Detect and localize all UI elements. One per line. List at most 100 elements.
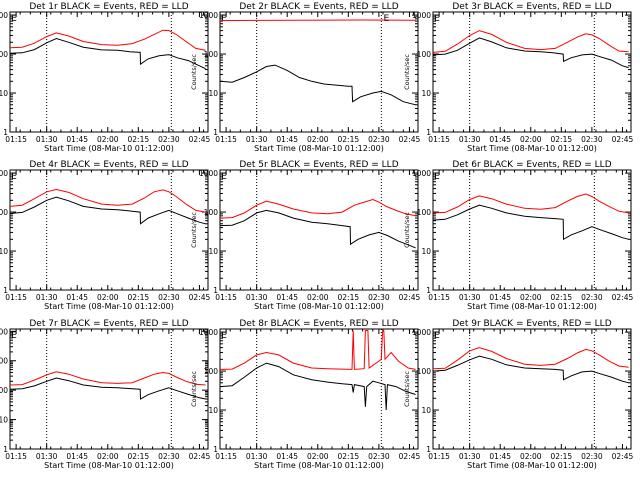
lld-series-line [219,198,416,219]
y-tick-label: 1 [426,128,431,137]
flag-label: E [221,331,227,341]
x-tick-label: 01:30 [459,135,481,144]
y-tick-label: 100 [417,367,432,376]
chart-title: Det 6r BLACK = Events, RED = LLD [452,160,611,170]
plot-frame [219,328,419,450]
x-tick-label: 02:15 [551,452,573,461]
chart-title: Det 7r BLACK = Events, RED = LLD [29,319,188,329]
x-tick-label: 02:30 [368,135,390,144]
x-tick-label: 02:00 [97,452,119,461]
y-tick-label: 1000 [412,11,431,20]
y-tick-label: 100 [204,367,219,376]
x-tick-label: 01:15 [428,452,450,461]
y-tick-label: 1 [3,445,8,454]
x-axis-label: Start Time (08-Mar-10 01:12:00) [254,144,384,153]
events-series-line [432,37,629,69]
x-tick-label: 01:15 [5,135,27,144]
x-tick-label: 01:30 [36,293,58,302]
x-axis-label: Start Time (08-Mar-10 01:12:00) [44,461,174,470]
x-tick-label: 01:45 [489,452,511,461]
y-tick-label: 1000 [199,328,218,337]
x-axis-label: Start Time (08-Mar-10 01:12:00) [44,144,174,153]
x-tick-label: 02:00 [520,135,542,144]
y-tick-label: 1 [213,445,218,454]
y-tick-label: 1 [213,128,218,137]
plot-frame [219,11,419,133]
x-tick-label: 02:45 [189,452,211,461]
events-series-line [9,196,206,225]
lld-series-line [219,19,416,22]
y-tick-label: 1000 [412,328,431,337]
x-tick-label: 02:15 [551,293,573,302]
x-tick-label: 01:45 [66,293,88,302]
x-tick-label: 02:00 [307,452,329,461]
x-tick-label: 01:45 [276,452,298,461]
x-tick-label: 01:30 [246,135,268,144]
detector-chart: Det 5r BLACK = Events, RED = LLD 1 10 100 10… [190,160,420,311]
x-axis-label: Start Time (08-Mar-10 01:12:00) [467,302,597,311]
x-tick-label: 02:45 [399,293,421,302]
flag-label: E [221,172,227,182]
y-tick-label: 1000 [0,169,8,178]
chart-title: Det 4r BLACK = Events, RED = LLD [29,160,188,170]
y-tick-label: 1000 [199,11,218,20]
x-tick-label: 01:45 [489,135,511,144]
chart-title: Det 3r BLACK = Events, RED = LLD [452,2,611,12]
events-series-line [432,355,629,384]
events-series-line [9,37,206,70]
lld-series-line [219,330,416,370]
y-tick-label: 1 [426,445,431,454]
flag-label: E [11,331,17,341]
x-tick-label: 02:00 [97,293,119,302]
y-tick-label: 10 [0,247,8,256]
x-tick-label: 02:30 [581,452,603,461]
x-tick-label: 02:15 [551,135,573,144]
detector-chart: Det 7r BLACK = Events, RED = LLD 1 10 100 10… [0,319,210,470]
y-tick-label: 1000 [199,169,218,178]
plot-frame [9,169,209,291]
detector-chart: Det 1r BLACK = Events, RED = LLD 1 10 100 10… [0,2,210,153]
x-tick-label: 01:30 [246,452,268,461]
x-axis-label: Start Time (08-Mar-10 01:12:00) [254,461,384,470]
y-axis-label: Counts/sec [190,212,198,248]
plot-frame [9,328,209,450]
plot-frame [432,328,632,450]
y-tick-label: 1000 [0,11,8,20]
x-tick-label: 01:30 [36,452,58,461]
x-tick-label: 02:45 [612,293,634,302]
x-tick-label: 02:30 [158,452,180,461]
y-tick-label: 10 [421,89,431,98]
x-tick-label: 02:00 [307,135,329,144]
x-tick-label: 01:45 [276,293,298,302]
detector-chart: Det 2r BLACK = Events, RED = LLD 1 10 100 10… [190,2,420,153]
lld-series-line [432,30,629,53]
flag-label: E [221,14,227,24]
x-tick-label: 01:15 [5,452,27,461]
x-tick-label: 01:15 [428,293,450,302]
flag-label: E [11,172,17,182]
x-tick-label: 02:15 [338,293,360,302]
detector-chart: Det 8r BLACK = Events, RED = LLD 1 10 100 10… [190,319,420,470]
x-tick-label: 01:15 [428,135,450,144]
x-tick-label: 01:30 [459,293,481,302]
chart-title: Det 1r BLACK = Events, RED = LLD [29,2,188,12]
lld-series-line [9,188,206,213]
y-tick-label: 10 [208,89,218,98]
plot-frame [9,11,209,133]
x-tick-label: 02:00 [520,452,542,461]
x-tick-label: 02:00 [520,293,542,302]
x-axis-label: Start Time (08-Mar-10 01:12:00) [467,461,597,470]
y-tick-label: 100 [417,50,432,59]
detector-chart: Det 6r BLACK = Events, RED = LLD 1 10 100 10… [403,160,633,311]
y-tick-label: 1000 [0,357,8,366]
events-series-line [219,209,416,249]
y-tick-label: 100 [204,208,219,217]
x-tick-label: 02:45 [399,135,421,144]
y-tick-label: 1 [3,286,8,295]
plot-frame [432,11,632,133]
x-tick-label: 02:45 [612,135,634,144]
y-tick-label: 100 [0,386,8,395]
y-tick-label: 100 [417,208,432,217]
x-tick-label: 02:30 [158,293,180,302]
